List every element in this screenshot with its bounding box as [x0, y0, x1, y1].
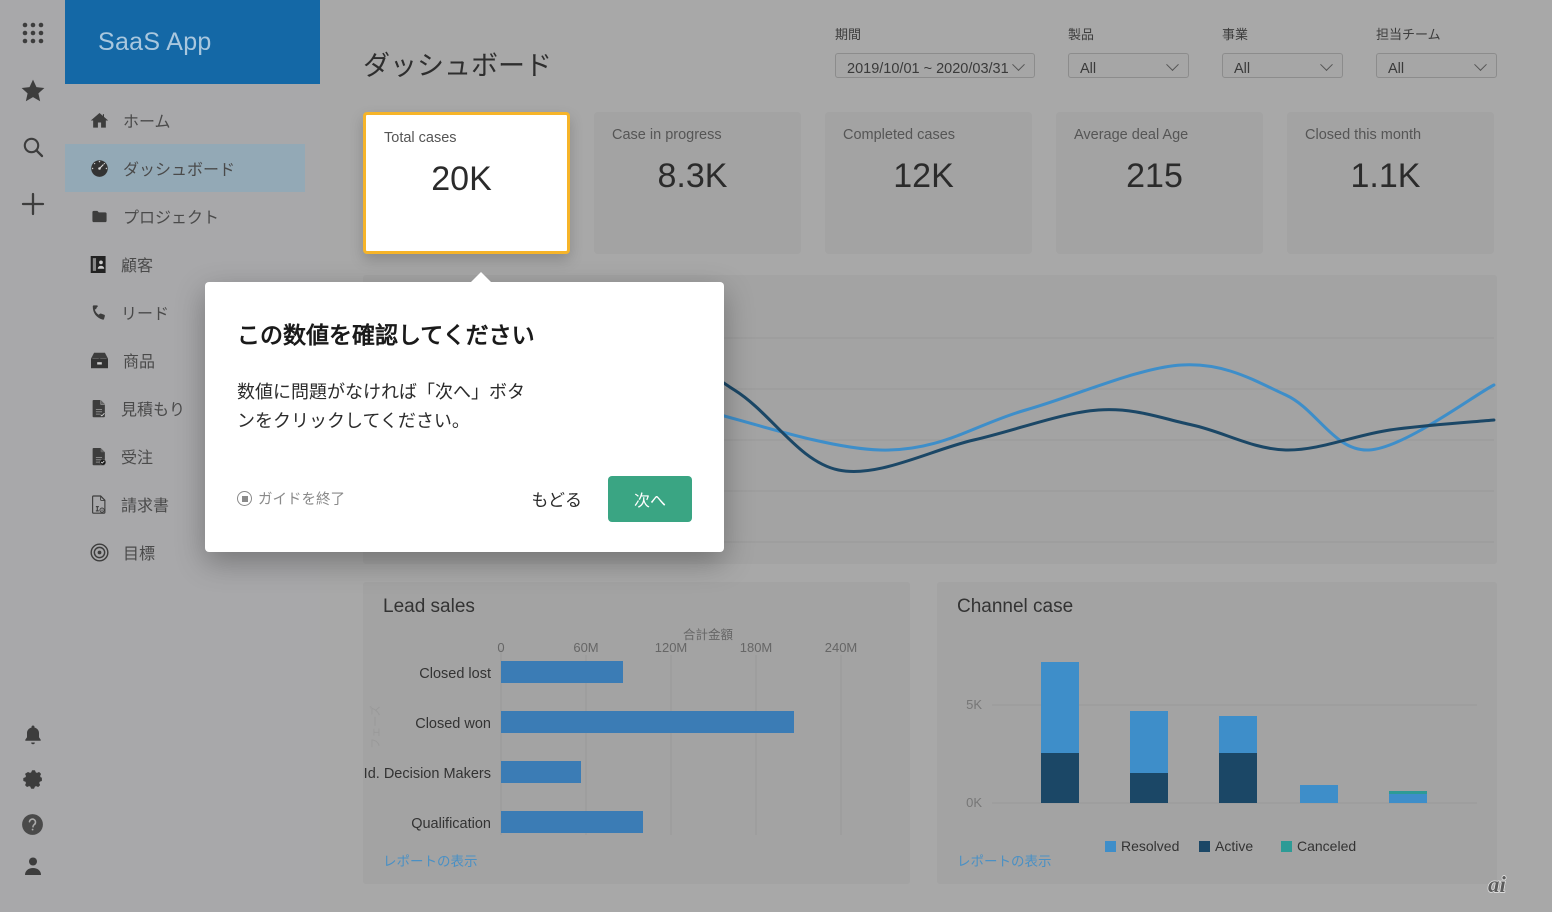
- svg-text:Id. Decision Makers: Id. Decision Makers: [364, 766, 491, 782]
- svg-text:Closed lost: Closed lost: [419, 666, 491, 682]
- svg-text:Canceled: Canceled: [1297, 838, 1356, 854]
- svg-text:ai: ai: [1488, 872, 1507, 897]
- svg-text:Qualification: Qualification: [411, 816, 491, 832]
- svg-text:合計金額: 合計金額: [683, 627, 734, 642]
- svg-text:240M: 240M: [825, 640, 858, 655]
- svg-text:5K: 5K: [966, 697, 982, 712]
- svg-text:0K: 0K: [966, 795, 982, 810]
- svg-text:120M: 120M: [655, 640, 688, 655]
- svg-text:フェーズ: フェーズ: [368, 705, 382, 748]
- svg-text:Resolved: Resolved: [1121, 838, 1179, 854]
- svg-text:60M: 60M: [573, 640, 598, 655]
- svg-text:0: 0: [497, 640, 504, 655]
- svg-text:180M: 180M: [740, 640, 773, 655]
- svg-text:Closed won: Closed won: [415, 716, 491, 732]
- svg-text:Active: Active: [1215, 838, 1253, 854]
